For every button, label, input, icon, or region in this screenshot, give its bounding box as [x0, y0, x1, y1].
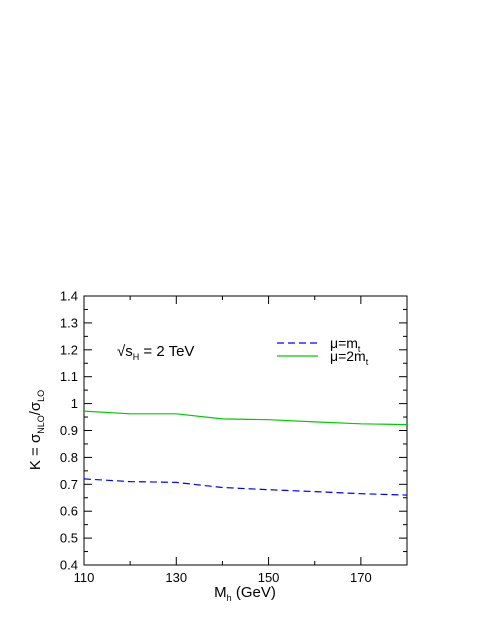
- y-tick-label: 1.4: [60, 289, 78, 304]
- plot-frame: [83, 295, 408, 566]
- y-tick-label: 1: [71, 396, 78, 411]
- y-tick-label: 1.3: [60, 315, 78, 330]
- y-tick-label: 1.2: [60, 342, 78, 357]
- x-tick-label: 130: [165, 570, 187, 585]
- y-tick-label: 0.9: [60, 423, 78, 438]
- y-tick-label: 1.1: [60, 369, 78, 384]
- series-line-1: [83, 478, 408, 496]
- ticks: [83, 295, 408, 566]
- series-line-2: [83, 410, 408, 426]
- x-tick-label: 170: [350, 570, 372, 585]
- energy-annotation: √sH = 2 TeV: [117, 343, 194, 362]
- x-tick-label: 150: [258, 570, 280, 585]
- legend-label-1: μ=mt: [330, 335, 361, 354]
- y-tick-label: 0.4: [60, 558, 78, 573]
- x-axis-title: Mh (GeV): [214, 584, 276, 603]
- y-axis-title: K = σNLO/σLO: [27, 390, 46, 470]
- legend-label-2: μ=2mt: [330, 348, 369, 367]
- tick-labels: 110 130 150 170 0.4 0.5 0.6 0.7 0.8 0.9 1 1.1 1.2 1.3…: [60, 289, 372, 586]
- x-tick-label: 110: [74, 570, 95, 585]
- y-tick-label: 0.7: [60, 477, 78, 492]
- legend: μ=mtμ=2mt: [277, 335, 369, 367]
- y-tick-label: 0.8: [60, 450, 78, 465]
- y-tick-label: 0.6: [60, 504, 78, 519]
- y-tick-label: 0.5: [60, 531, 78, 546]
- series-lines: [83, 410, 408, 496]
